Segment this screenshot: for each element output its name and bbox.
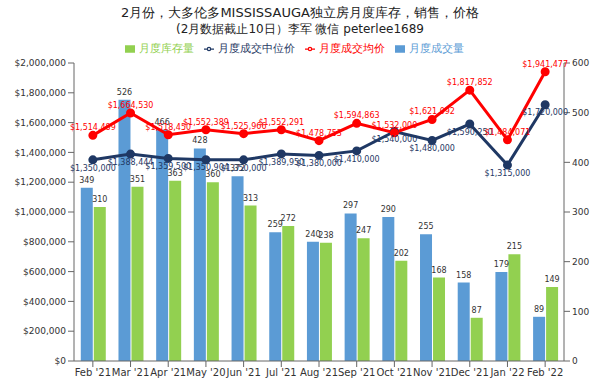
svg-text:240: 240 [305, 229, 321, 239]
svg-text:$1,600,000: $1,600,000 [14, 118, 66, 128]
svg-text:$1,720,000: $1,720,000 [522, 108, 568, 117]
html-text:(2月数据截止10日）李军 微信 peterlee1689: (2月数据截止10日）李军 微信 peterlee1689 [176, 22, 424, 36]
svg-text:$1,478,753: $1,478,753 [296, 129, 342, 138]
svg-text:215: 215 [507, 242, 522, 251]
svg-text:Apr '21: Apr '21 [150, 367, 186, 378]
svg-text:Sep '21: Sep '21 [338, 367, 376, 378]
svg-text:$1,350,000: $1,350,000 [69, 163, 116, 173]
svg-text:$1,532,000: $1,532,000 [371, 121, 417, 130]
svg-text:$0: $0 [55, 356, 67, 366]
svg-text:179: 179 [494, 260, 509, 269]
svg-text:300: 300 [572, 207, 589, 217]
svg-text:$1,621,092: $1,621,092 [409, 107, 455, 116]
html-text:月度库存量: 月度库存量 [138, 42, 194, 55]
svg-text:$1,590,250: $1,590,250 [446, 127, 493, 137]
svg-text:$1,518,450: $1,518,450 [145, 122, 192, 132]
svg-text:Oct '21: Oct '21 [376, 367, 412, 378]
svg-text:238: 238 [318, 231, 333, 240]
svg-text:290: 290 [381, 205, 396, 214]
svg-text:May '20: May '20 [186, 367, 225, 378]
svg-text:$1,552,389: $1,552,389 [183, 117, 229, 127]
svg-text:$1,350,000: $1,350,000 [220, 163, 267, 173]
svg-text:100: 100 [572, 307, 589, 317]
svg-text:$1,525,966: $1,525,966 [220, 121, 267, 131]
svg-text:Aug '21: Aug '21 [300, 367, 338, 378]
svg-text:$1,359,500: $1,359,500 [145, 162, 192, 172]
svg-text:349: 349 [79, 176, 94, 185]
svg-text:$1,941,477: $1,941,477 [522, 60, 568, 69]
svg-text:Nov '21: Nov '21 [413, 367, 451, 378]
svg-text:$1,380,000: $1,380,000 [296, 159, 342, 169]
svg-text:297: 297 [343, 201, 358, 210]
svg-text:360: 360 [205, 170, 221, 180]
svg-text:$1,200,000: $1,200,000 [14, 177, 66, 187]
svg-text:$1,817,852: $1,817,852 [447, 78, 493, 87]
svg-text:$400,000: $400,000 [23, 297, 66, 307]
svg-text:89: 89 [534, 305, 544, 314]
svg-text:400: 400 [572, 158, 589, 168]
svg-text:247: 247 [356, 226, 371, 235]
svg-text:600: 600 [572, 58, 589, 68]
svg-text:Jun '21: Jun '21 [225, 367, 260, 378]
svg-text:$1,388,444: $1,388,444 [107, 157, 154, 167]
svg-text:Jan '22: Jan '22 [489, 367, 524, 378]
html-text:月度成交均价: 月度成交均价 [318, 42, 385, 55]
svg-text:$800,000: $800,000 [23, 237, 66, 247]
svg-text:202: 202 [394, 249, 409, 258]
svg-text:Dec '21: Dec '21 [451, 367, 489, 378]
svg-text:200: 200 [572, 257, 589, 267]
svg-text:$600,000: $600,000 [23, 267, 66, 277]
svg-text:$1,514,489: $1,514,489 [70, 123, 116, 132]
svg-text:168: 168 [431, 266, 446, 275]
svg-text:363: 363 [167, 168, 183, 178]
svg-text:$1,540,000: $1,540,000 [371, 135, 417, 144]
svg-text:$1,594,863: $1,594,863 [334, 111, 380, 120]
svg-text:$1,480,000: $1,480,000 [409, 144, 455, 153]
svg-text:$1,350,904: $1,350,904 [183, 163, 229, 173]
svg-text:$200,000: $200,000 [23, 326, 66, 336]
svg-text:Feb '21: Feb '21 [75, 367, 111, 378]
html-text:月度成交量: 月度成交量 [408, 42, 464, 55]
svg-text:$1,552,291: $1,552,291 [258, 118, 304, 127]
svg-text:$1,315,000: $1,315,000 [485, 169, 531, 178]
svg-text:351: 351 [130, 175, 145, 184]
svg-text:Jul '21: Jul '21 [265, 367, 297, 378]
svg-text:255: 255 [418, 222, 433, 231]
svg-text:259: 259 [267, 220, 283, 230]
svg-text:149: 149 [544, 275, 559, 284]
svg-text:428: 428 [192, 136, 207, 145]
svg-text:$1,000,000: $1,000,000 [14, 207, 66, 217]
svg-text:313: 313 [243, 194, 258, 203]
svg-text:500: 500 [572, 108, 589, 118]
svg-text:$1,664,530: $1,664,530 [108, 101, 154, 110]
svg-text:Mar '21: Mar '21 [112, 367, 150, 378]
svg-text:$1,484,071: $1,484,071 [485, 128, 531, 137]
html-text:2月份，大多伦多MISSISSAUGA独立房月度库存，销售，: 2月份，大多伦多MISSISSAUGA独立房月度库存，销售，价格 [121, 5, 479, 20]
svg-text:310: 310 [92, 195, 107, 204]
svg-text:$1,389,950: $1,389,950 [258, 157, 305, 167]
svg-text:Feb '22: Feb '22 [527, 367, 563, 378]
html-text:月度成交中位价: 月度成交中位价 [217, 42, 295, 55]
svg-text:$1,400,000: $1,400,000 [14, 148, 66, 158]
svg-text:526: 526 [117, 88, 132, 97]
svg-text:0: 0 [572, 356, 578, 366]
svg-text:$1,800,000: $1,800,000 [14, 88, 66, 98]
svg-text:$2,000,000: $2,000,000 [14, 58, 66, 68]
svg-text:158: 158 [456, 271, 471, 280]
svg-text:87: 87 [472, 306, 482, 315]
svg-text:272: 272 [281, 214, 296, 223]
svg-text:$1,410,000: $1,410,000 [334, 155, 380, 164]
